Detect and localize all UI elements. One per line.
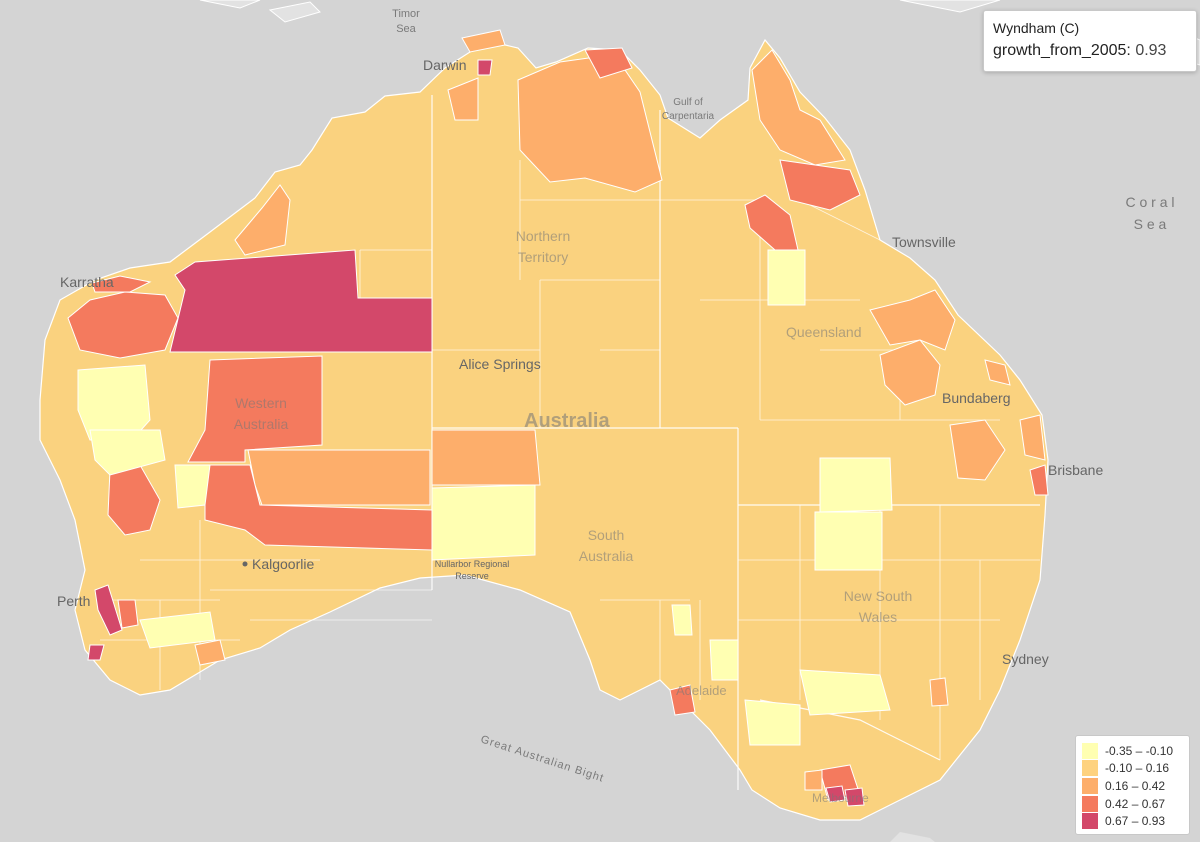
region-ashburton[interactable]: [67, 291, 179, 359]
legend-item-5: 0.67 – 0.93: [1082, 812, 1183, 830]
hover-tooltip: Wyndham (C) growth_from_2005: 0.93: [983, 10, 1197, 72]
region-darwin-area[interactable]: [477, 59, 493, 76]
region-sunshine-coast[interactable]: [1019, 414, 1046, 461]
region-wiluna[interactable]: [187, 355, 323, 463]
australia-mainland[interactable]: [39, 29, 1049, 821]
legend-swatch-3: [1082, 777, 1098, 794]
region-broome[interactable]: [234, 184, 291, 256]
region-east-arnhem-coast[interactable]: [584, 47, 633, 79]
label-australia: Australia: [524, 410, 610, 432]
region-central-highlands[interactable]: [879, 339, 941, 406]
region-melbourne-east[interactable]: [844, 787, 865, 807]
region-esperance-west[interactable]: [194, 639, 226, 666]
region-isaac[interactable]: [869, 289, 956, 351]
region-mallee[interactable]: [744, 699, 801, 746]
region-perth-metro[interactable]: [94, 584, 123, 636]
region-wyndham[interactable]: [825, 785, 846, 803]
label-gulf: Gulf of Carpentaria: [662, 97, 715, 122]
legend-label-1: -0.35 – -0.10: [1105, 743, 1174, 758]
legend-label-4: 0.42 – 0.67: [1105, 796, 1166, 811]
region-murchison[interactable]: [89, 429, 166, 476]
region-cape-york[interactable]: [751, 49, 846, 166]
region-sandstone[interactable]: [174, 464, 211, 509]
region-geelong[interactable]: [804, 769, 823, 791]
legend-label-5: 0.67 – 0.93: [1105, 814, 1166, 829]
region-banana[interactable]: [949, 419, 1006, 481]
region-gold-coast[interactable]: [1029, 464, 1049, 496]
label-melbourne: Melbourne: [812, 791, 869, 805]
label-karratha: Karratha: [60, 274, 114, 290]
label-bundaberg: Bundaberg: [942, 390, 1011, 406]
legend-item-4: 0.42 – 0.67: [1082, 795, 1183, 813]
tooltip-region-name: Wyndham (C): [993, 20, 1080, 36]
lga-borders: [100, 160, 1040, 760]
tooltip-field: growth_from_2005: [993, 42, 1127, 59]
region-cook[interactable]: [779, 159, 861, 211]
kalgoorlie-dot: [242, 561, 248, 567]
region-nsw-coast[interactable]: [929, 677, 949, 707]
label-queensland: Queensland: [786, 324, 862, 340]
legend-label-3: 0.16 – 0.42: [1105, 778, 1166, 793]
map-legend: -0.35 – -0.10 -0.10 – 0.16 0.16 – 0.42 0…: [1075, 735, 1190, 835]
region-sa-riverland[interactable]: [709, 639, 739, 681]
label-northern-territory: Northern Territory: [516, 228, 570, 265]
region-wheatbelt-south[interactable]: [139, 611, 216, 649]
region-arnhem-west[interactable]: [447, 77, 479, 121]
label-adelaide: Adelaide: [676, 683, 727, 698]
region-gladstone[interactable]: [984, 359, 1011, 386]
legend-item-2: -0.10 – 0.16: [1082, 760, 1183, 778]
region-tiwi[interactable]: [461, 29, 506, 53]
label-nullarbor: Nullarbor Regional Reserve: [435, 559, 510, 581]
legend-item-3: 0.16 – 0.42: [1082, 777, 1183, 795]
region-adelaide-hills[interactable]: [669, 684, 696, 716]
region-apy-lands[interactable]: [431, 429, 541, 486]
region-gascoyne[interactable]: [77, 364, 151, 441]
label-south-australia: South Australia: [579, 527, 634, 564]
label-perth: Perth: [57, 593, 90, 609]
legend-swatch-1: [1082, 742, 1098, 759]
label-timor-sea: Timor Sea: [392, 8, 420, 35]
region-paroo[interactable]: [814, 511, 883, 571]
label-kalgoorlie: Kalgoorlie: [252, 556, 314, 572]
region-mandurah[interactable]: [87, 644, 105, 661]
label-townsville: Townsville: [892, 234, 956, 250]
tooltip-value: 0.93: [1135, 42, 1167, 59]
label-brisbane: Brisbane: [1048, 462, 1103, 478]
island-north: [199, 0, 1200, 66]
region-flinders-qld[interactable]: [767, 249, 806, 306]
legend-label-2: -0.10 – 0.16: [1105, 761, 1170, 776]
label-sydney: Sydney: [1002, 651, 1049, 667]
label-alice-springs: Alice Springs: [459, 356, 541, 372]
region-murray[interactable]: [799, 669, 891, 716]
mainland-shape[interactable]: [39, 38, 1049, 821]
label-darwin: Darwin: [423, 57, 467, 73]
region-maralinga[interactable]: [431, 484, 536, 561]
legend-item-1: -0.35 – -0.10: [1082, 742, 1183, 760]
region-karratha-north[interactable]: [91, 275, 152, 293]
legend-swatch-4: [1082, 795, 1098, 812]
region-east-pilbara[interactable]: [169, 249, 433, 353]
label-western-australia: Western Australia: [234, 395, 289, 432]
region-laverton[interactable]: [247, 449, 431, 506]
tasmania-edge: [890, 832, 935, 842]
legend-swatch-2: [1082, 760, 1098, 777]
region-quilpie[interactable]: [819, 457, 893, 513]
region-eyre-pen[interactable]: [671, 604, 693, 636]
label-new-south-wales: New South Wales: [844, 588, 912, 625]
region-perth-outer[interactable]: [117, 599, 139, 629]
tooltip-row: growth_from_2005: 0.93: [993, 42, 1167, 59]
legend-swatch-5: [1082, 813, 1098, 830]
